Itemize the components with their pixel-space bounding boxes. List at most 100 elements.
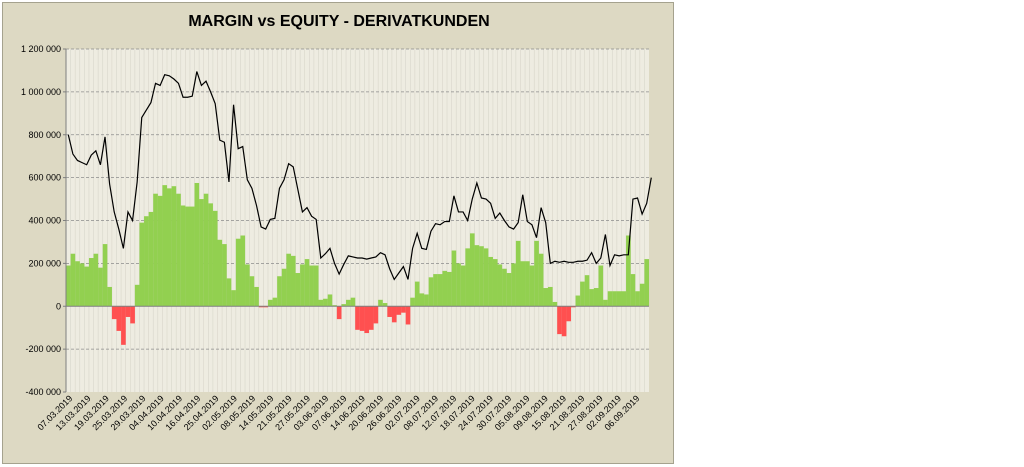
margin-bar (483, 248, 489, 307)
margin-bar (368, 306, 374, 330)
y-tick-label: -400 000 (25, 387, 61, 397)
margin-bar (249, 276, 255, 307)
margin-bar (534, 240, 539, 307)
margin-bar (497, 264, 503, 307)
margin-bar (479, 246, 484, 307)
margin-bar (598, 265, 604, 307)
margin-bar (428, 277, 434, 307)
margin-bar (235, 238, 241, 307)
margin-bar (277, 276, 282, 307)
margin-bar (286, 253, 291, 307)
margin-bar (616, 291, 622, 307)
margin-bar (350, 297, 356, 307)
margin-bar (442, 270, 448, 307)
margin-bar (208, 203, 213, 307)
margin-bar (410, 297, 415, 307)
margin-bar (488, 256, 493, 307)
margin-bar (318, 299, 324, 307)
margin-bar (391, 306, 397, 323)
margin-bar (451, 250, 457, 307)
margin-bar (84, 266, 90, 307)
margin-bar (359, 306, 365, 331)
margin-bar (70, 253, 76, 307)
equity-line-path (67, 71, 652, 281)
margin-bar (336, 306, 342, 320)
margin-bar (639, 283, 645, 307)
margin-bar (217, 239, 223, 307)
equity-line (67, 71, 652, 281)
margin-bar (543, 288, 549, 307)
margin-bar (166, 188, 172, 307)
margin-bar (401, 306, 406, 313)
chart-title: MARGIN vs EQUITY - DERIVATKUNDEN (188, 13, 490, 30)
y-tick-label: 400 000 (28, 216, 61, 226)
y-tick-label: 0 (56, 301, 61, 311)
margin-bar (373, 306, 379, 324)
margin-bar (309, 265, 314, 307)
margin-bar (378, 299, 383, 307)
margin-bar (290, 255, 296, 307)
margin-bar (226, 278, 232, 307)
margin-bar (272, 297, 278, 307)
margin-bar (295, 273, 301, 307)
margin-bar (474, 245, 480, 307)
margin-bar (630, 274, 636, 307)
margin-bar (612, 291, 617, 307)
margin-bar (529, 265, 535, 307)
margin-bar (525, 261, 530, 307)
margin-bar (538, 253, 544, 307)
margin-bar (382, 303, 388, 307)
margin-bar (245, 264, 250, 307)
margin-bar (75, 261, 80, 307)
margin-bar (548, 286, 553, 307)
y-axis-tick-labels: 1 200 000 1 000 000 800 000 600 000 400 000 2… (21, 44, 61, 397)
margin-bar (589, 289, 594, 307)
margin-bar (263, 306, 269, 308)
margin-bar (300, 264, 305, 307)
margin-bar (626, 235, 631, 307)
margin-bar (341, 304, 347, 307)
margin-bar (111, 306, 117, 320)
margin-bar (465, 248, 471, 307)
margin-bar (121, 306, 126, 345)
margin-bar (575, 295, 581, 307)
chart-svg: 1 200 000 1 000 000 800 000 600 000 400 000 2… (21, 44, 652, 432)
y-tick-label: 600 000 (28, 173, 61, 183)
margin-bar (130, 306, 135, 324)
margin-bar (387, 306, 392, 317)
margin-bar (433, 274, 438, 307)
margin-bar (557, 306, 562, 335)
margin-bar (355, 306, 360, 330)
margin-bar (240, 235, 246, 307)
margin-bar (405, 306, 411, 325)
margin-bar (212, 210, 218, 307)
margin-bar (327, 294, 333, 307)
margin-bar (171, 186, 177, 307)
margin-bar (222, 244, 227, 307)
margin-bar (281, 268, 287, 307)
y-tick-label: 800 000 (28, 130, 61, 140)
margin-bar (66, 265, 71, 307)
margin-bar (607, 291, 613, 307)
margin-bar (506, 273, 512, 307)
margin-bar (199, 199, 204, 307)
margin-bar (254, 286, 259, 307)
margin-bar (180, 205, 186, 307)
margin-bar (419, 293, 425, 307)
margin-bar (189, 206, 195, 307)
margin-bar (185, 206, 190, 307)
margin-bar (98, 267, 103, 307)
margin-bar (502, 268, 507, 307)
margin-bar (364, 306, 370, 334)
margin-bar (584, 275, 590, 307)
margin-bar (102, 244, 108, 307)
margin-bar (231, 290, 236, 307)
margin-bar (424, 294, 429, 307)
margin-bar (258, 306, 264, 308)
margin-bar (144, 216, 149, 307)
margin-bar (635, 291, 640, 307)
margin-bar (447, 271, 452, 307)
y-tick-label: -200 000 (25, 344, 61, 354)
margin-bar (148, 211, 154, 307)
margin-bar (176, 193, 181, 307)
